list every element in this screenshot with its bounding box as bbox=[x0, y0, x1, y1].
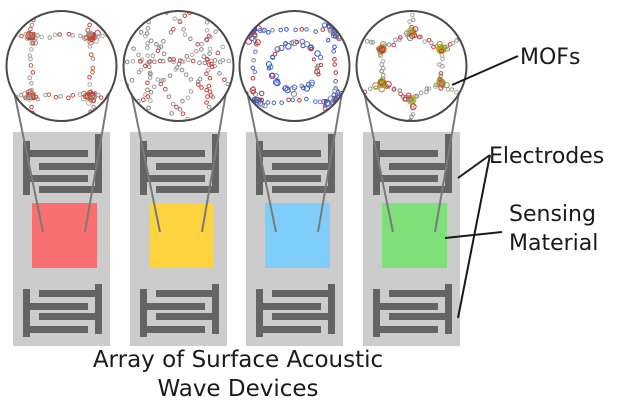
electrode-finger bbox=[256, 150, 321, 157]
zoom-leader-line bbox=[11, 83, 44, 233]
electrode-bus-right bbox=[445, 134, 452, 190]
caption-line-1: Array of Surface Acoustic bbox=[93, 347, 383, 373]
mof-outline bbox=[238, 10, 351, 122]
electrode-finger bbox=[373, 150, 438, 157]
electrode-finger bbox=[140, 303, 205, 310]
electrode-finger bbox=[140, 150, 205, 157]
electrode-bus-left bbox=[23, 289, 30, 337]
electrode-bus-right bbox=[445, 284, 452, 334]
electrode-finger bbox=[373, 326, 438, 333]
electrode-finger bbox=[140, 175, 205, 182]
electrode-finger bbox=[256, 175, 321, 182]
zoom-leader-line bbox=[201, 83, 229, 233]
electrode-bus-right bbox=[95, 284, 102, 334]
electrode-finger bbox=[272, 186, 335, 193]
electrode-finger bbox=[389, 186, 452, 193]
electrode-finger bbox=[373, 303, 438, 310]
electrodes-label: Electrodes bbox=[489, 144, 604, 169]
mofs-label: MOFs bbox=[520, 45, 580, 70]
electrode-finger bbox=[39, 163, 102, 170]
caption-line-2: Wave Devices bbox=[157, 376, 318, 402]
mof-outline bbox=[355, 10, 468, 122]
electrode-bus-right bbox=[328, 134, 335, 190]
electrode-finger bbox=[156, 186, 219, 193]
electrode-bus-left bbox=[23, 141, 30, 195]
electrode-finger bbox=[23, 326, 88, 333]
electrode-bus-left bbox=[140, 289, 147, 337]
electrode-finger bbox=[156, 290, 219, 297]
zoom-leader-line bbox=[244, 83, 277, 233]
zoom-leader-line bbox=[361, 83, 394, 233]
electrode-finger bbox=[272, 313, 335, 320]
electrode-finger bbox=[256, 326, 321, 333]
sensing-material bbox=[382, 203, 447, 268]
electrode-finger bbox=[272, 290, 335, 297]
electrode-bus-left bbox=[256, 141, 263, 195]
material-label: Material bbox=[509, 231, 598, 256]
electrode-bus-right bbox=[212, 284, 219, 334]
electrode-finger bbox=[140, 326, 205, 333]
electrode-finger bbox=[39, 313, 102, 320]
electrode-finger bbox=[256, 303, 321, 310]
sensing-material bbox=[149, 203, 214, 268]
device-3 bbox=[238, 10, 351, 346]
electrode-finger bbox=[39, 186, 102, 193]
electrode-bus-left bbox=[373, 141, 380, 195]
zoom-leader-line bbox=[128, 83, 161, 233]
electrode-bus-right bbox=[328, 284, 335, 334]
zoom-leader-line bbox=[434, 83, 462, 233]
device-array bbox=[5, 10, 468, 346]
electrode-finger bbox=[389, 313, 452, 320]
electrode-finger bbox=[23, 175, 88, 182]
zoom-leader-line bbox=[84, 83, 112, 233]
device-4 bbox=[355, 10, 468, 346]
electrode-finger bbox=[389, 290, 452, 297]
mof-structure bbox=[356, 11, 467, 121]
electrode-bus-left bbox=[256, 289, 263, 337]
zoom-leader-line bbox=[317, 83, 345, 233]
mofs-pointer bbox=[451, 55, 519, 86]
mof-outline bbox=[122, 10, 235, 122]
sensing-material bbox=[265, 203, 330, 268]
electrode-finger bbox=[23, 150, 88, 157]
sensing-material-pointer bbox=[444, 231, 503, 239]
mof-structure bbox=[123, 11, 234, 121]
device-1 bbox=[5, 10, 118, 346]
mof-outline bbox=[5, 10, 118, 122]
annotation-lines bbox=[444, 55, 519, 319]
electrode-finger bbox=[373, 175, 438, 182]
mof-structure bbox=[6, 11, 117, 121]
electrode-bus-left bbox=[373, 289, 380, 337]
electrode-finger bbox=[389, 163, 452, 170]
sensing-material bbox=[32, 203, 97, 268]
electrode-finger bbox=[156, 163, 219, 170]
electrode-bus-right bbox=[212, 134, 219, 190]
electrode-finger bbox=[39, 290, 102, 297]
device-2 bbox=[122, 10, 235, 346]
electrodes-pointer-bottom bbox=[457, 154, 491, 319]
electrode-bus-right bbox=[95, 134, 102, 190]
electrode-bus-left bbox=[140, 141, 147, 195]
electrode-finger bbox=[23, 303, 88, 310]
electrode-finger bbox=[156, 313, 219, 320]
electrodes-pointer-top bbox=[457, 154, 491, 179]
sensing-label: Sensing bbox=[509, 202, 596, 227]
electrode-finger bbox=[272, 163, 335, 170]
